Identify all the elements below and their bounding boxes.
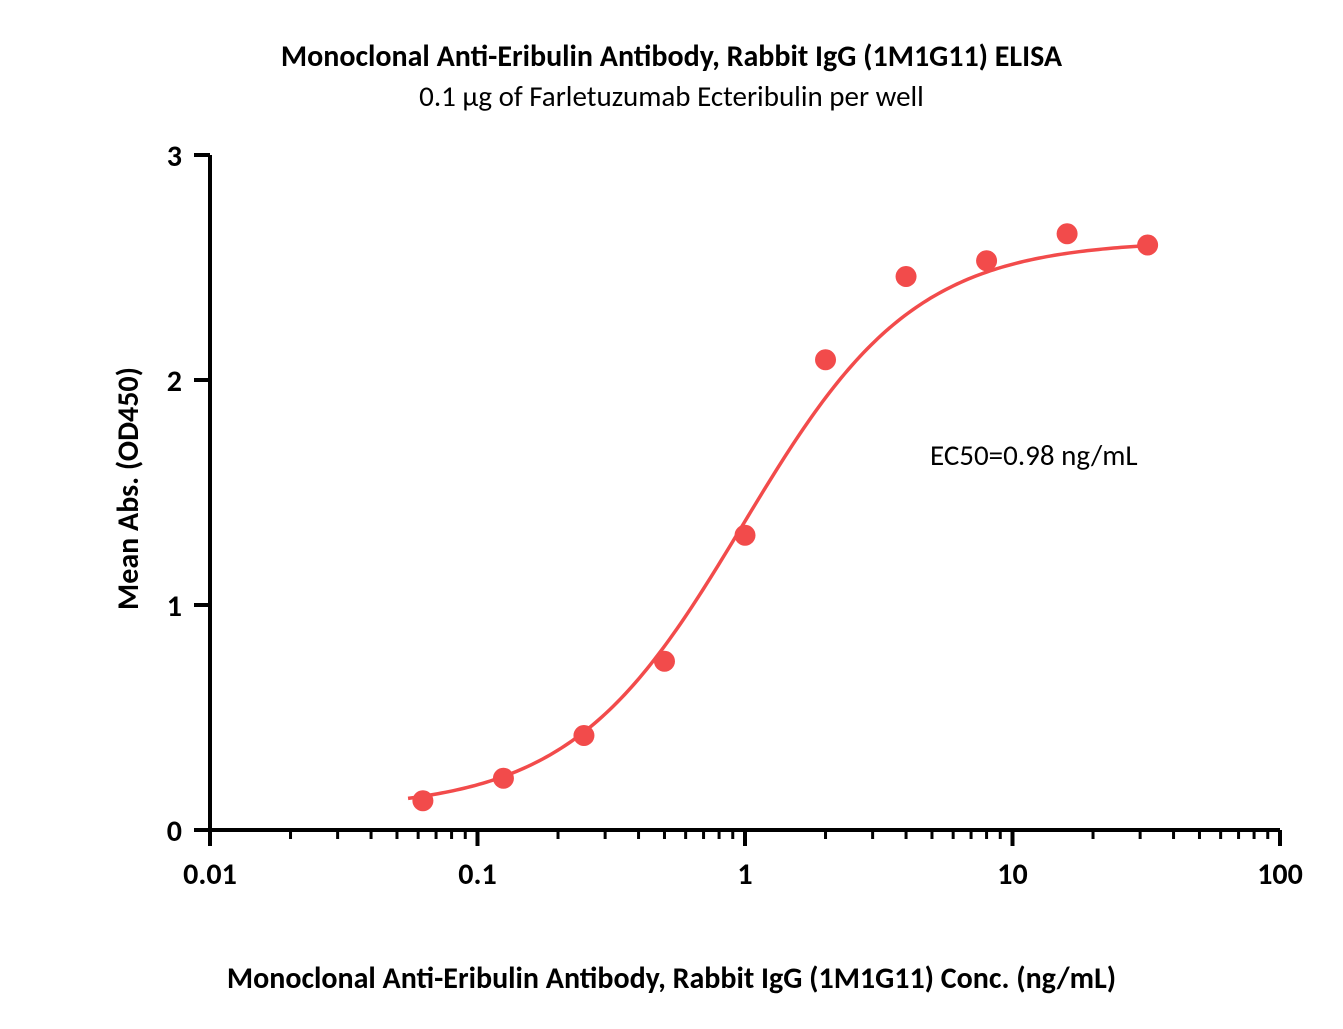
x-tick-label: 10 — [997, 856, 1027, 893]
y-tick-label: 3 — [167, 138, 182, 175]
x-tick-label: 1 — [737, 856, 752, 893]
data-point — [1137, 235, 1158, 256]
data-point — [735, 525, 756, 546]
data-point — [654, 651, 675, 672]
data-point — [412, 790, 433, 811]
data-point — [573, 725, 594, 746]
x-tick-label: 0.01 — [183, 856, 237, 893]
x-tick-label: 0.1 — [458, 856, 496, 893]
elisa-chart: Monoclonal Anti-Eribulin Antibody, Rabbi… — [0, 0, 1343, 1029]
data-point — [815, 349, 836, 370]
y-tick-label: 2 — [167, 363, 182, 400]
y-tick-label: 1 — [167, 588, 182, 625]
y-tick-label: 0 — [167, 813, 182, 850]
plot-svg: 0 1 2 3 0.01 0.1 1 10 100 — [0, 0, 1343, 1029]
fit-curve — [408, 245, 1155, 798]
data-point — [976, 250, 997, 271]
data-point — [896, 266, 917, 287]
data-point — [493, 768, 514, 789]
data-point — [1057, 223, 1078, 244]
x-tick-label: 100 — [1257, 856, 1303, 893]
